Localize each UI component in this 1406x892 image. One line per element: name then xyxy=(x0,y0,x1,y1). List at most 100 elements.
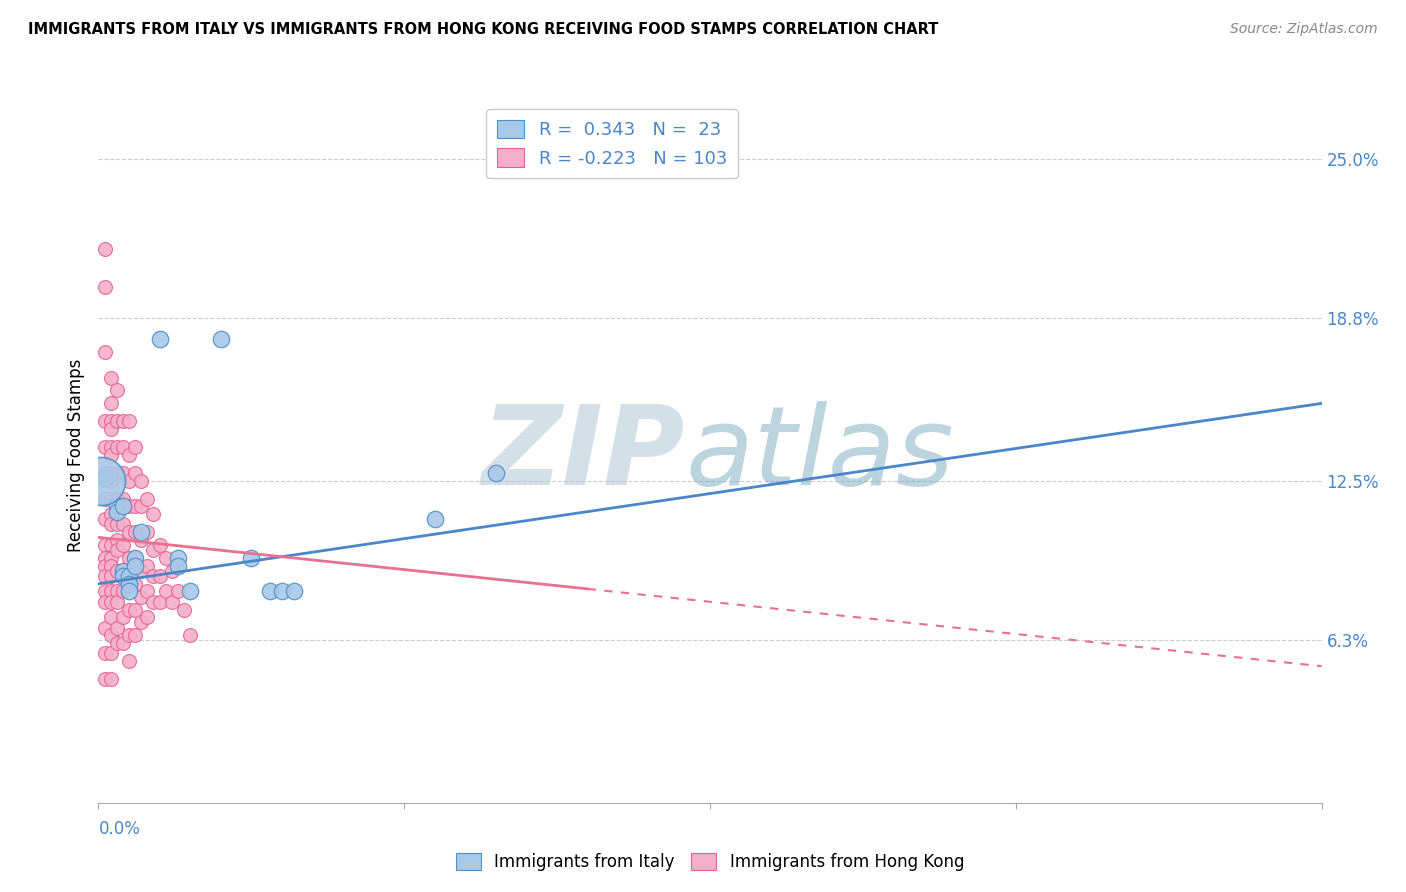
Text: Source: ZipAtlas.com: Source: ZipAtlas.com xyxy=(1230,22,1378,37)
Point xyxy=(149,332,172,346)
Point xyxy=(155,551,177,566)
Point xyxy=(283,584,305,599)
Point xyxy=(136,491,159,506)
Point xyxy=(93,344,115,359)
Point xyxy=(129,615,152,630)
Point xyxy=(118,474,141,488)
Point xyxy=(155,584,177,599)
Point xyxy=(111,466,134,480)
Point xyxy=(240,551,263,566)
Point xyxy=(93,558,115,573)
Point xyxy=(124,440,146,454)
Point xyxy=(118,525,141,540)
Point xyxy=(111,414,134,428)
Point xyxy=(105,384,128,398)
Point xyxy=(93,466,115,480)
Point xyxy=(105,466,128,480)
Point xyxy=(149,569,172,583)
Point xyxy=(111,584,134,599)
Point xyxy=(93,491,115,506)
Point xyxy=(118,414,141,428)
Point xyxy=(124,602,146,616)
Point xyxy=(160,595,183,609)
Point xyxy=(124,576,146,591)
Point xyxy=(100,551,122,566)
Point xyxy=(124,551,146,566)
Point xyxy=(124,551,146,566)
Text: IMMIGRANTS FROM ITALY VS IMMIGRANTS FROM HONG KONG RECEIVING FOOD STAMPS CORRELA: IMMIGRANTS FROM ITALY VS IMMIGRANTS FROM… xyxy=(28,22,938,37)
Point xyxy=(100,517,122,532)
Point xyxy=(129,564,152,578)
Point xyxy=(105,543,128,558)
Point xyxy=(118,628,141,642)
Point xyxy=(100,466,122,480)
Point xyxy=(105,533,128,547)
Point xyxy=(100,370,122,384)
Text: ZIP: ZIP xyxy=(482,401,686,508)
Point xyxy=(93,584,115,599)
Point xyxy=(129,533,152,547)
Point xyxy=(100,672,122,686)
Y-axis label: Receiving Food Stamps: Receiving Food Stamps xyxy=(66,359,84,551)
Point xyxy=(100,610,122,624)
Point xyxy=(160,564,183,578)
Point xyxy=(118,584,141,599)
Point xyxy=(93,280,115,294)
Point xyxy=(485,466,508,480)
Point xyxy=(111,538,134,552)
Point xyxy=(124,525,146,540)
Point xyxy=(93,569,115,583)
Point xyxy=(142,543,165,558)
Point xyxy=(129,474,152,488)
Point xyxy=(105,636,128,650)
Point xyxy=(100,414,122,428)
Point xyxy=(136,525,159,540)
Point xyxy=(100,538,122,552)
Point xyxy=(179,628,201,642)
Point xyxy=(124,558,146,573)
Point xyxy=(111,564,134,578)
Point xyxy=(105,414,128,428)
Point xyxy=(93,646,115,660)
Point xyxy=(93,672,115,686)
Point xyxy=(93,512,115,526)
Point xyxy=(209,332,232,346)
Point xyxy=(149,538,172,552)
Point xyxy=(129,590,152,604)
Point xyxy=(100,491,122,506)
Point xyxy=(105,500,128,514)
Point xyxy=(93,242,115,256)
Point xyxy=(124,500,146,514)
Point xyxy=(100,646,122,660)
Point xyxy=(93,551,115,566)
Point xyxy=(124,628,146,642)
Point xyxy=(173,602,195,616)
Point xyxy=(100,396,122,410)
Point xyxy=(118,448,141,462)
Point xyxy=(118,654,141,668)
Point xyxy=(136,610,159,624)
Point xyxy=(179,584,201,599)
Point xyxy=(93,414,115,428)
Point xyxy=(111,517,134,532)
Point xyxy=(111,491,134,506)
Point xyxy=(118,569,141,583)
Point xyxy=(124,466,146,480)
Point xyxy=(142,595,165,609)
Point xyxy=(100,569,122,583)
Point xyxy=(167,551,190,566)
Point xyxy=(423,512,446,526)
Point xyxy=(259,584,281,599)
Point xyxy=(111,636,134,650)
Point xyxy=(111,500,134,514)
Point xyxy=(129,500,152,514)
Point xyxy=(105,517,128,532)
Point xyxy=(100,595,122,609)
Point xyxy=(149,595,172,609)
Point xyxy=(105,584,128,599)
Point xyxy=(100,448,122,462)
Point xyxy=(111,569,134,583)
Point xyxy=(167,584,190,599)
Point xyxy=(90,474,112,488)
Point xyxy=(105,505,128,519)
